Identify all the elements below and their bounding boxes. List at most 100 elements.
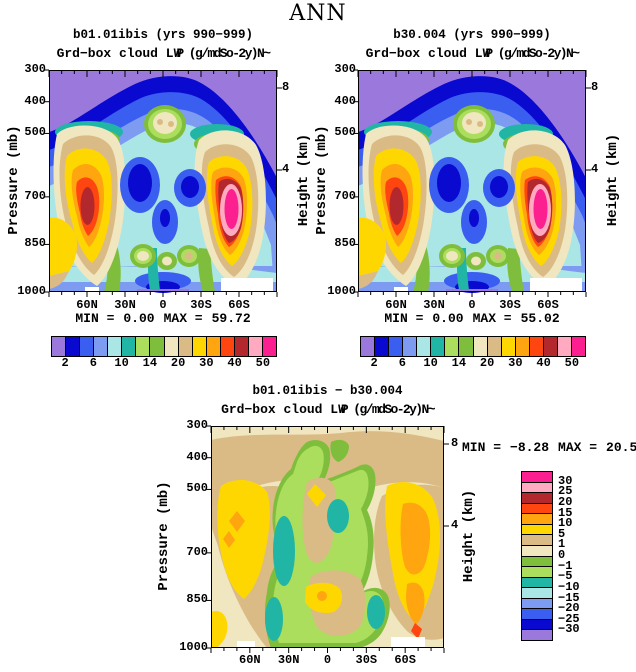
colorbar-cell [522,535,552,546]
figure-title: ANN [289,1,347,26]
colorbar-cell [522,545,552,557]
colorbar-cell [522,493,552,504]
colorbar-cell [522,588,552,599]
colorbar-cell [473,337,488,356]
colorbar-tick-label: 14 [451,356,467,370]
colorbar-cell [522,503,552,515]
subtitle-text: Grd−box cloud LW [365,46,491,61]
pressure-tick-label: 1000 [17,284,46,298]
colorbar-cell [94,337,109,356]
colorbar-cell [361,337,376,356]
colorbar-tick-label: 40 [536,356,551,370]
colorbar-cell [52,337,67,356]
colorbar-tick-label: 6 [89,356,97,370]
latitude-tick-label: 60S [394,653,416,667]
panel-left-title: b01.01ibis (yrs 990−999) [72,28,254,42]
height-axis-label-right: Height (km) [605,133,621,227]
colorbar-cell [389,337,404,356]
height-tick-label: 8 [451,436,459,450]
colorbar-cell [522,514,552,525]
diff-colorbar-tick-label: 1 [558,537,566,552]
contour-plot-left [44,69,282,297]
diff-colorbar-tick-label: −5 [558,569,573,584]
max-value: 55.02 [520,311,560,326]
subtitle-units-overstrike: P (g/mdSo-2y)N~ [485,46,580,61]
max-label: MAX = [163,311,203,326]
diff-colorbar-tick-label: −1 [558,558,573,573]
colorbar-cell [522,619,552,631]
colorbar-left [51,336,277,357]
colorbar-cell [522,567,552,578]
colorbar-tick-label: 20 [479,356,495,370]
height-axis-label-left: Height (km) [296,133,312,227]
colorbar-cell [459,337,474,356]
colorbar-cell [403,337,418,356]
pressure-tick-label: 850 [24,236,46,251]
subtitle-text: Grd−box cloud LW [221,402,346,417]
pressure-tick-label: 300 [24,62,46,76]
contour-plot-right [353,69,591,297]
latitude-tick-label: 0 [159,298,167,312]
colorbar-cell [522,598,552,610]
subtitle-text: Grd−box cloud LW [56,46,182,61]
colorbar-cell [150,337,165,356]
colorbar-cell [522,630,552,640]
diff-colorbar-tick-label: −25 [558,611,580,626]
height-tick-label: 4 [282,162,290,176]
colorbar-cell [522,609,552,620]
colorbar-cell [375,337,390,356]
colorbar-tick-label: 10 [423,356,438,370]
colorbar-cell [80,337,95,356]
colorbar-cell [557,337,572,356]
pressure-tick-label: 300 [186,418,208,432]
colorbar-cell [66,337,81,356]
colorbar-cell [522,482,552,494]
latitude-tick-label: 30N [114,298,136,312]
max-value: 20.50 [606,440,636,455]
colorbar-cell [417,337,432,356]
diff-colorbar-tick-label: 20 [558,494,573,509]
colorbar-cell [248,337,263,356]
colorbar-cell [220,337,235,356]
colorbar-cell [445,337,460,356]
colorbar-right [360,336,586,357]
colorbar-tick-label: 2 [61,356,69,370]
panel-left-subtitle: Grd−box cloud LWP (g/mdSo-2y)N~ [49,46,277,61]
subtitle-units-overstrike: P (g/mdSo-2y)N~ [340,402,436,417]
pressure-tick-label: 850 [334,236,356,251]
pressure-tick-label: 400 [186,449,208,464]
latitude-tick-label: 0 [468,298,476,312]
minmax-diff: MIN = −8.28 MAX = 20.50 [462,440,636,455]
pressure-tick-label: 700 [24,188,46,203]
panel-right-subtitle: Grd−box cloud LWP (g/mdSo-2y)N~ [358,46,586,61]
latitude-tick-label: 60S [228,298,250,312]
colorbar-cell [178,337,193,356]
pressure-tick-label: 400 [24,93,46,108]
pressure-tick-label: 850 [186,592,208,607]
colorbar-cell [262,337,276,356]
colorbar-cell [487,337,502,356]
latitude-tick-label: 30S [499,298,521,312]
colorbar-cell [164,337,179,356]
colorbar-cell [522,524,552,536]
colorbar-cell [571,337,585,356]
colorbar-cell [122,337,137,356]
colorbar-tick-label: 30 [199,356,214,370]
colorbar-cell [192,337,207,356]
colorbar-cell [431,337,446,356]
height-tick-label: 4 [591,162,599,176]
colorbar-cell [501,337,516,356]
diff-colorbar-tick-label: −10 [558,579,580,594]
colorbar-cell [543,337,558,356]
latitude-tick-label: 30N [277,653,300,667]
diff-colorbar-tick-label: 10 [558,516,573,531]
pressure-tick-label: 700 [186,544,208,559]
max-label: MAX = [558,440,598,455]
min-value: 0.00 [432,311,464,326]
diff-colorbar-tick-label: 30 [558,473,573,488]
pressure-tick-label: 1000 [327,284,356,298]
colorbar-tick-label: 40 [227,356,242,370]
latitude-tick-label: 0 [323,653,332,667]
diff-colorbar-tick-label: 15 [558,505,573,520]
colorbar-cell [234,337,249,356]
